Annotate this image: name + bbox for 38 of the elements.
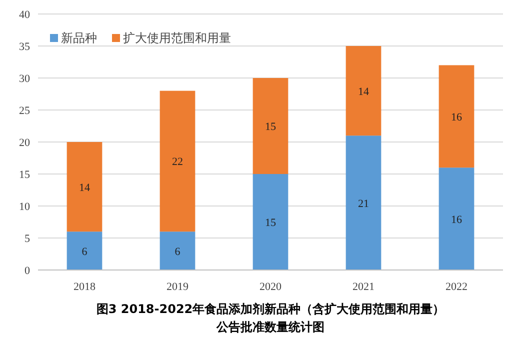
- bar: [66, 232, 102, 270]
- x-tick-label: 2019: [166, 281, 189, 293]
- y-tick-label: 25: [19, 105, 30, 117]
- bar: [438, 168, 474, 270]
- data-label: 6: [174, 246, 181, 258]
- x-tick-label: 2021: [352, 281, 374, 293]
- y-tick-label: 20: [19, 137, 30, 149]
- bar: [346, 136, 382, 270]
- y-tick-label: 10: [19, 201, 30, 213]
- bar: [252, 174, 288, 270]
- legend-label: 扩大使用范围和用量: [123, 31, 231, 45]
- bar: [346, 46, 382, 136]
- bar: [66, 142, 102, 232]
- y-tick-label: 15: [19, 169, 30, 181]
- bar: [252, 78, 288, 174]
- bar: [438, 65, 474, 168]
- x-tick-label: 2020: [260, 281, 282, 293]
- legend-label: 新品种: [61, 31, 97, 45]
- data-label: 21: [358, 198, 369, 210]
- y-tick-label: 5: [24, 233, 30, 245]
- data-label: 14: [358, 86, 370, 98]
- data-label: 16: [451, 214, 462, 226]
- data-label: 6: [82, 246, 88, 258]
- data-label: 22: [172, 156, 183, 168]
- x-tick-label: 2018: [74, 281, 96, 293]
- data-label: 14: [79, 182, 90, 194]
- y-tick-label: 30: [19, 73, 30, 85]
- data-label: 15: [265, 121, 276, 133]
- y-tick-label: 0: [24, 265, 30, 277]
- text: 公告批准数量统计图: [216, 320, 324, 334]
- text: 图3 2018-2022年食品添加剂新品种（含扩大使用范围和用量）: [96, 302, 445, 316]
- y-tick-label: 35: [19, 41, 30, 53]
- y-tick-label: 40: [19, 9, 30, 21]
- x-tick-label: 2022: [446, 281, 468, 293]
- bar: [160, 90, 196, 232]
- bar: [160, 232, 196, 270]
- data-label: 15: [265, 217, 276, 229]
- data-label: 16: [451, 111, 462, 124]
